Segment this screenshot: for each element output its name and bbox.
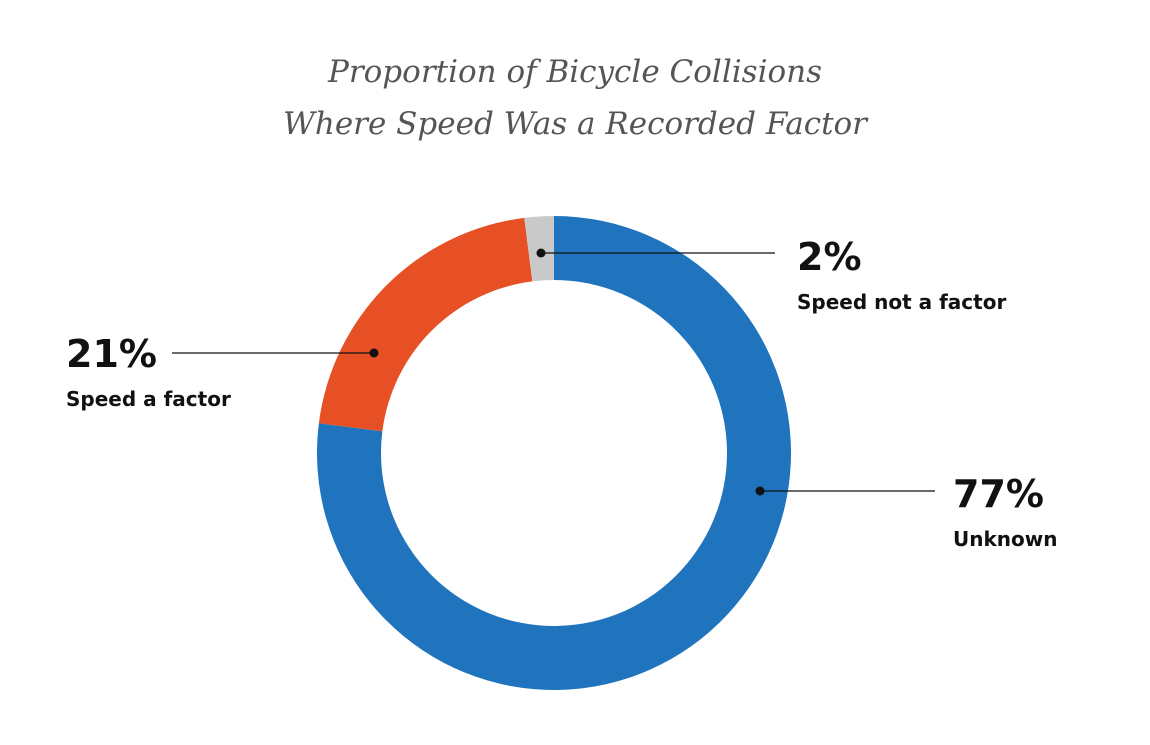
donut-slice (524, 216, 554, 282)
leader-dot (369, 348, 379, 358)
category-label: Speed not a factor (797, 290, 1006, 314)
leader-dot (755, 486, 765, 496)
chart-title: Where Speed Was a Recorded Factor (283, 106, 869, 142)
leader-dot (536, 248, 546, 258)
category-label: Unknown (953, 527, 1057, 551)
category-label: Speed a factor (66, 387, 231, 411)
chart-title: Proportion of Bicycle Collisions (327, 54, 822, 90)
value-label: 21% (66, 332, 157, 376)
value-label: 77% (953, 472, 1044, 516)
donut-slice (318, 217, 533, 432)
value-label: 2% (797, 235, 862, 279)
